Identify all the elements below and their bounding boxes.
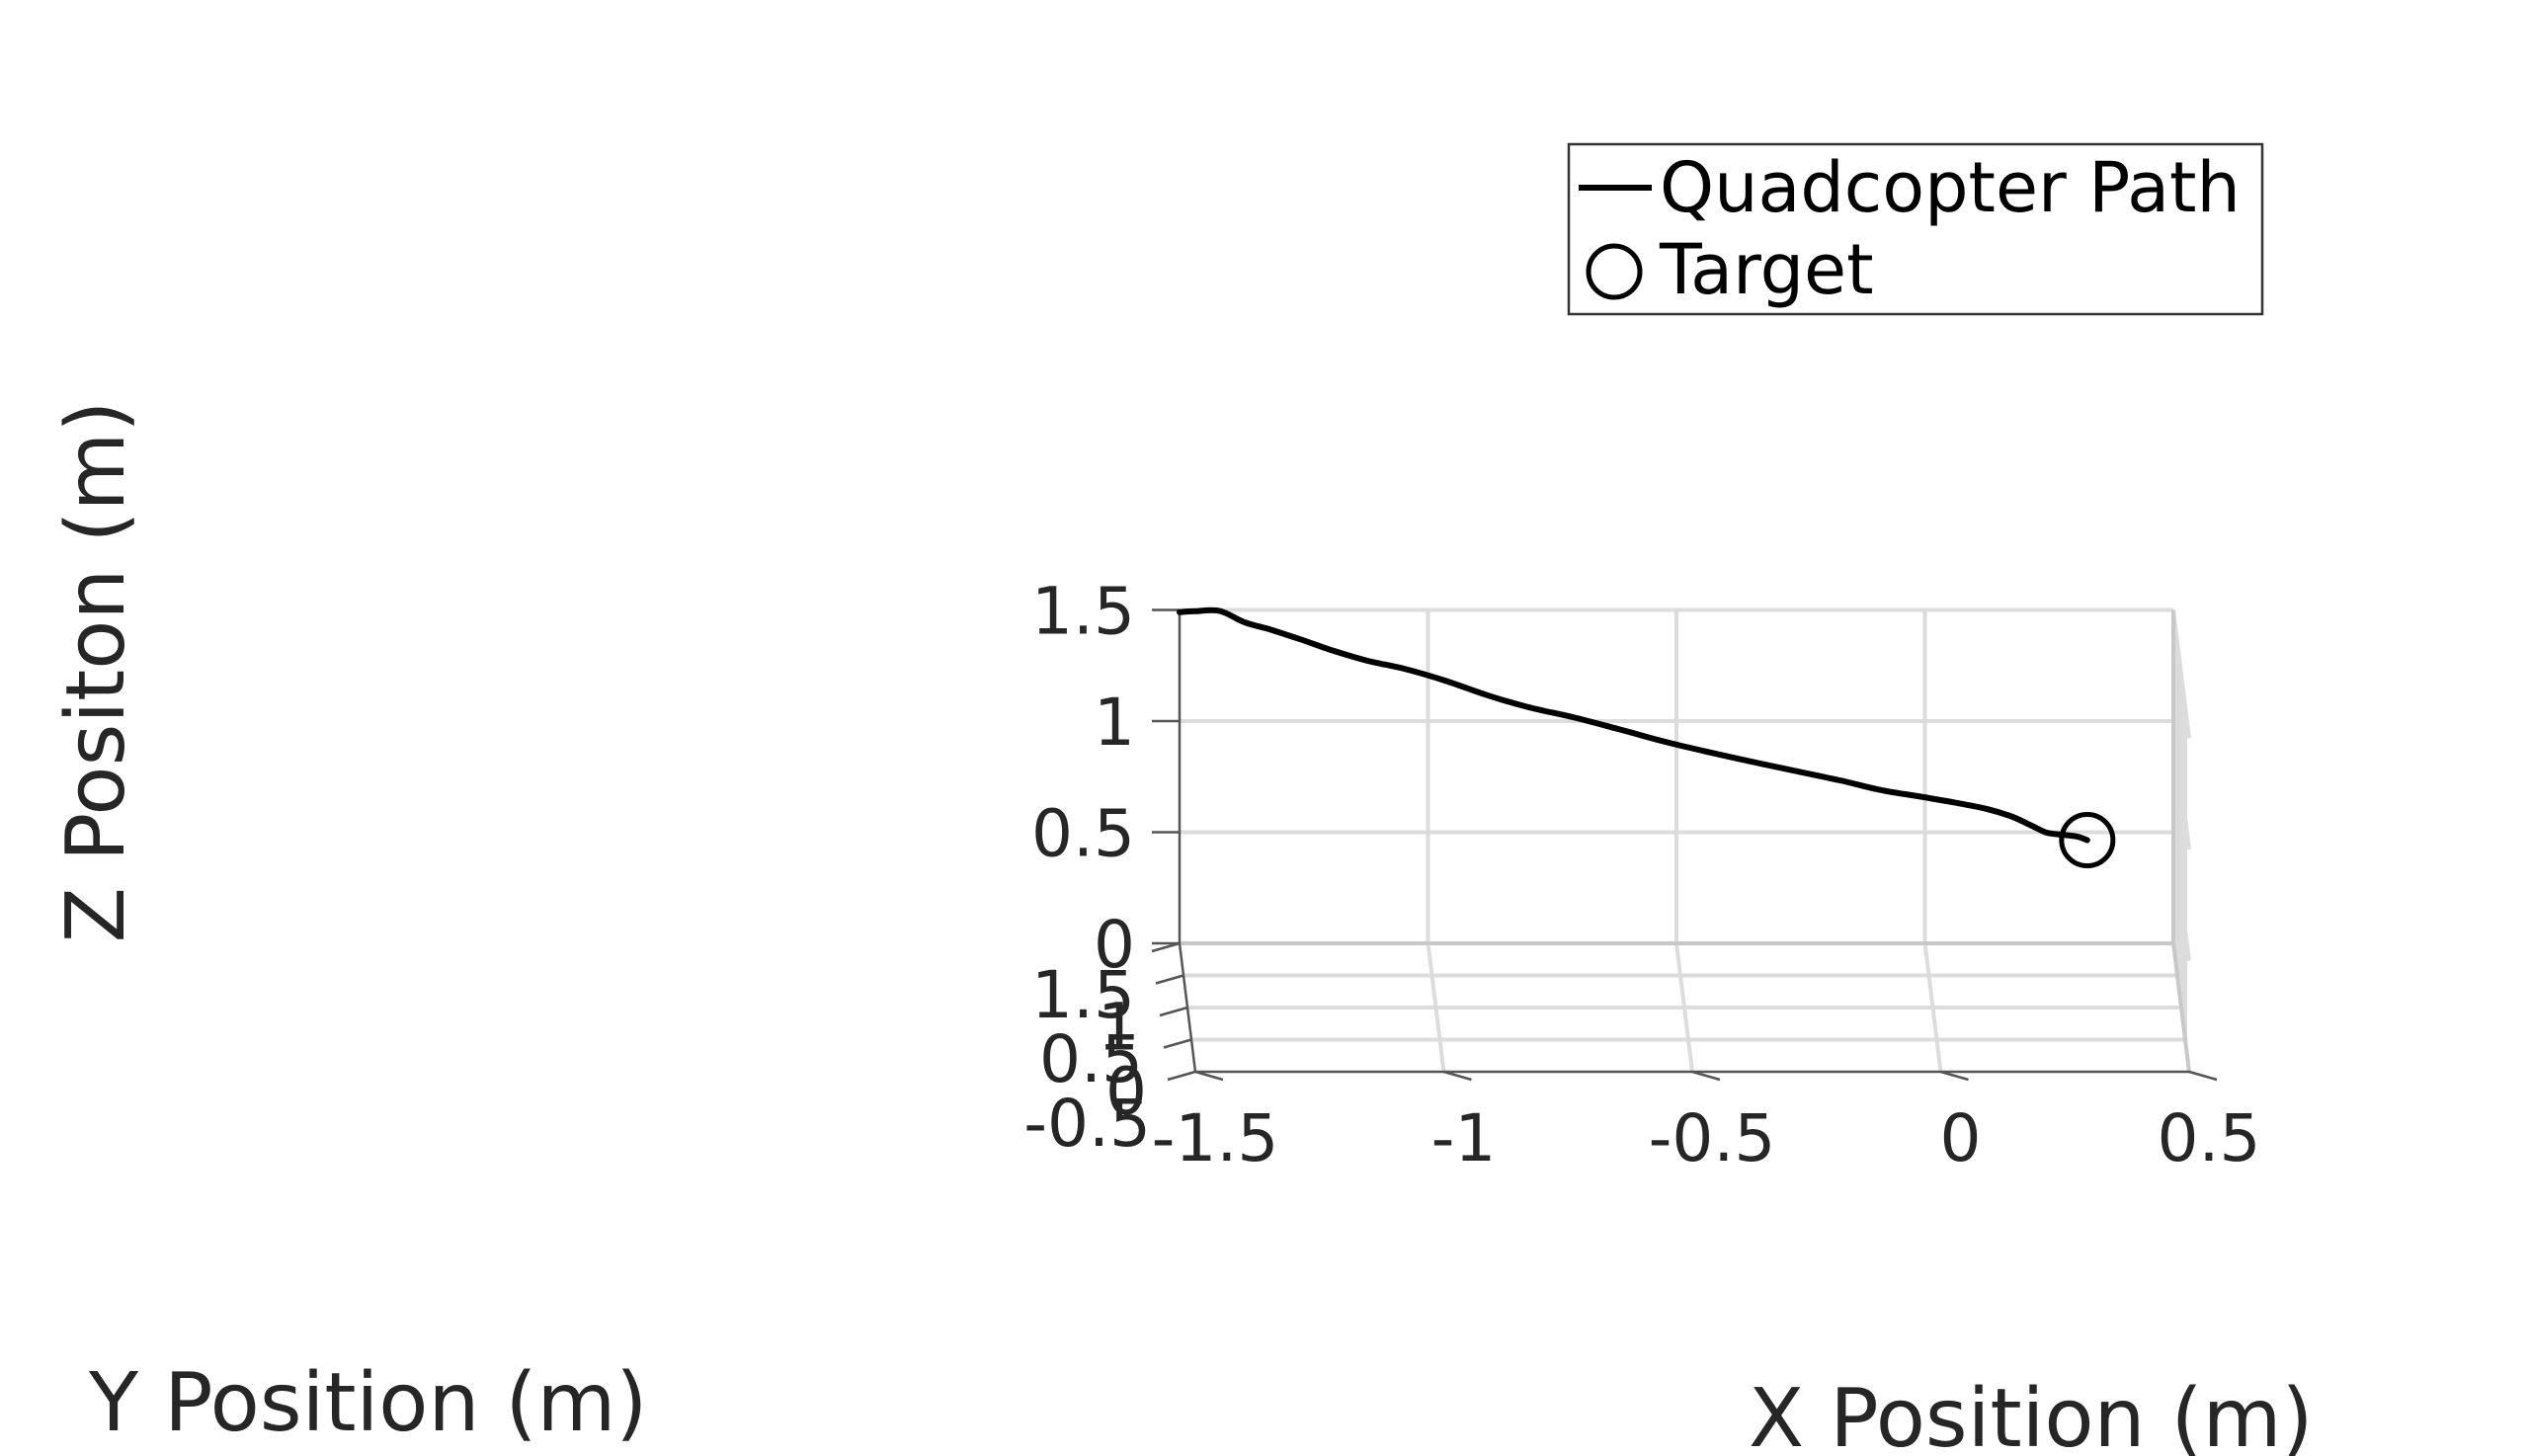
y-tick-3 — [1155, 974, 1184, 985]
legend-circle-marker — [1586, 243, 1643, 300]
legend-entry-target: Target — [1659, 229, 1874, 310]
target-marker — [2059, 811, 2116, 868]
axis-layer — [1151, 608, 2218, 1082]
legend: Quadcopter Path Target — [1567, 142, 2264, 316]
grid-layer — [1180, 607, 2191, 1073]
z-tick-label-3: 1.5 — [1031, 574, 1135, 650]
y-tick-2 — [1159, 1006, 1188, 1017]
y-tick-1 — [1163, 1038, 1192, 1049]
x-tick-1 — [1443, 1070, 1472, 1082]
x-tick-4 — [2188, 1070, 2218, 1082]
x-tick-2 — [1691, 1070, 1721, 1082]
z-tick-label-1: 0.5 — [1031, 796, 1135, 872]
legend-entry-path: Quadcopter Path — [1660, 147, 2241, 228]
path-layer — [1177, 607, 2116, 868]
x-axis-title: X Position (m) — [1749, 1372, 2313, 1456]
quadcopter-path-line-0 — [1177, 607, 2090, 844]
x-tick-3 — [1940, 1070, 1969, 1082]
y-tick-label-1: 0 — [1105, 1054, 1147, 1130]
x-tick-label-2: -0.5 — [1649, 1100, 1776, 1176]
y-tick-0 — [1167, 1070, 1196, 1082]
y-tick-4 — [1151, 941, 1181, 953]
z-tick-label-2: 1 — [1094, 685, 1135, 761]
x-tick-label-1: -1 — [1431, 1100, 1497, 1176]
y-tick-label-3: 1 — [1098, 990, 1139, 1066]
y-tick-label-0: -0.5 — [1023, 1086, 1151, 1162]
tick-label-layer: -1.5 -1 -0.5 0 0.5-0.500.511.500.511.5 — [1023, 574, 2260, 1177]
z-tick-label-0: 0 — [1094, 907, 1135, 983]
legend-box — [1567, 142, 2264, 316]
y-tick-label-2: 0.5 — [1039, 1021, 1143, 1097]
y-tick-label-4: 1.5 — [1031, 957, 1135, 1033]
x-tick-label-4: 0.5 — [2158, 1100, 2261, 1176]
sidewall-yz-grid-z-2 — [2171, 720, 2191, 850]
x-tick-0 — [1194, 1070, 1224, 1082]
sidewall-yz-grid-z-1 — [2171, 832, 2191, 961]
z-axis-title: Z Positon (m) — [49, 401, 143, 943]
x-tick-label-3: 0 — [1940, 1100, 1982, 1176]
y-axis-title: Y Position (m) — [88, 1356, 647, 1450]
sidewall-yz-grid-z-3 — [2171, 609, 2191, 739]
x-tick-label-0: -1.5 — [1152, 1100, 1279, 1176]
box-edge-right-floor-y — [2171, 942, 2191, 1073]
